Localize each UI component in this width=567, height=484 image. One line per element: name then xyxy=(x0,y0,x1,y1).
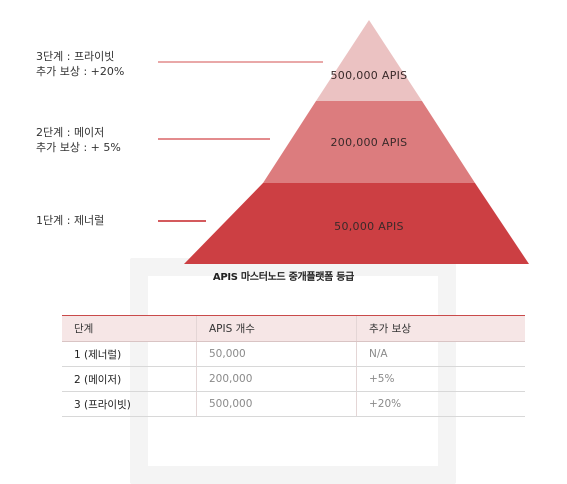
tier-3-bonus: 추가 보상 : +20% xyxy=(36,65,125,78)
column-header-bonus: 추가 보상 xyxy=(356,315,525,342)
cell-stage: 2 (메이저) xyxy=(62,366,197,392)
table-row: 1 (제너럴) 50,000 N/A xyxy=(62,341,525,367)
grades-table: 단계 APIS 개수 추가 보상 1 (제너럴) 50,000 N/A 2 (메… xyxy=(62,315,525,417)
diagram-caption: APIS 마스터노드 중개플랫폼 등급 xyxy=(212,272,355,283)
tier-3-label: 3단계 : 프라이빗 추가 보상 : +20% xyxy=(36,49,124,79)
tier-2-amount: 200,000 APIS xyxy=(330,136,408,149)
table-row: 2 (메이저) 200,000 +5% xyxy=(62,366,525,392)
cell-bonus: +5% xyxy=(356,366,525,392)
cell-bonus: N/A xyxy=(356,341,525,367)
cell-apis-count: 50,000 xyxy=(196,341,357,367)
tier-1-amount: 50,000 APIS xyxy=(334,220,404,233)
pyramid-tier-2 xyxy=(263,101,475,183)
column-header-stage: 단계 xyxy=(62,315,197,342)
tier-1-level: 1단계 : 제너럴 xyxy=(36,214,105,227)
table-row: 3 (프라이빗) 500,000 +20% xyxy=(62,391,525,417)
tier-3-level: 3단계 : 프라이빗 xyxy=(36,50,115,63)
tier-1-label: 1단계 : 제너럴 xyxy=(36,213,104,228)
tier-2-level: 2단계 : 메이저 xyxy=(36,126,105,139)
cell-stage: 3 (프라이빗) xyxy=(62,391,197,417)
column-header-apis-count: APIS 개수 xyxy=(196,315,357,342)
tier-3-amount: 500,000 APIS xyxy=(330,69,408,82)
cell-apis-count: 500,000 xyxy=(196,391,357,417)
tier-1-leader-line xyxy=(158,220,206,222)
tier-2-label: 2단계 : 메이저 추가 보상 : + 5% xyxy=(36,125,121,155)
tier-2-leader-line xyxy=(158,138,270,140)
cell-apis-count: 200,000 xyxy=(196,366,357,392)
pyramid-tier-3 xyxy=(316,20,422,101)
cell-bonus: +20% xyxy=(356,391,525,417)
table-header-row: 단계 APIS 개수 추가 보상 xyxy=(62,315,525,342)
diagram-canvas: 3단계 : 프라이빗 추가 보상 : +20% 500,000 APIS 2단계… xyxy=(36,20,529,484)
cell-stage: 1 (제너럴) xyxy=(62,341,197,367)
pyramid-tier-1 xyxy=(184,183,529,264)
tier-2-bonus: 추가 보상 : + 5% xyxy=(36,141,121,154)
pyramid xyxy=(184,20,529,264)
tier-3-leader-line xyxy=(158,61,323,63)
